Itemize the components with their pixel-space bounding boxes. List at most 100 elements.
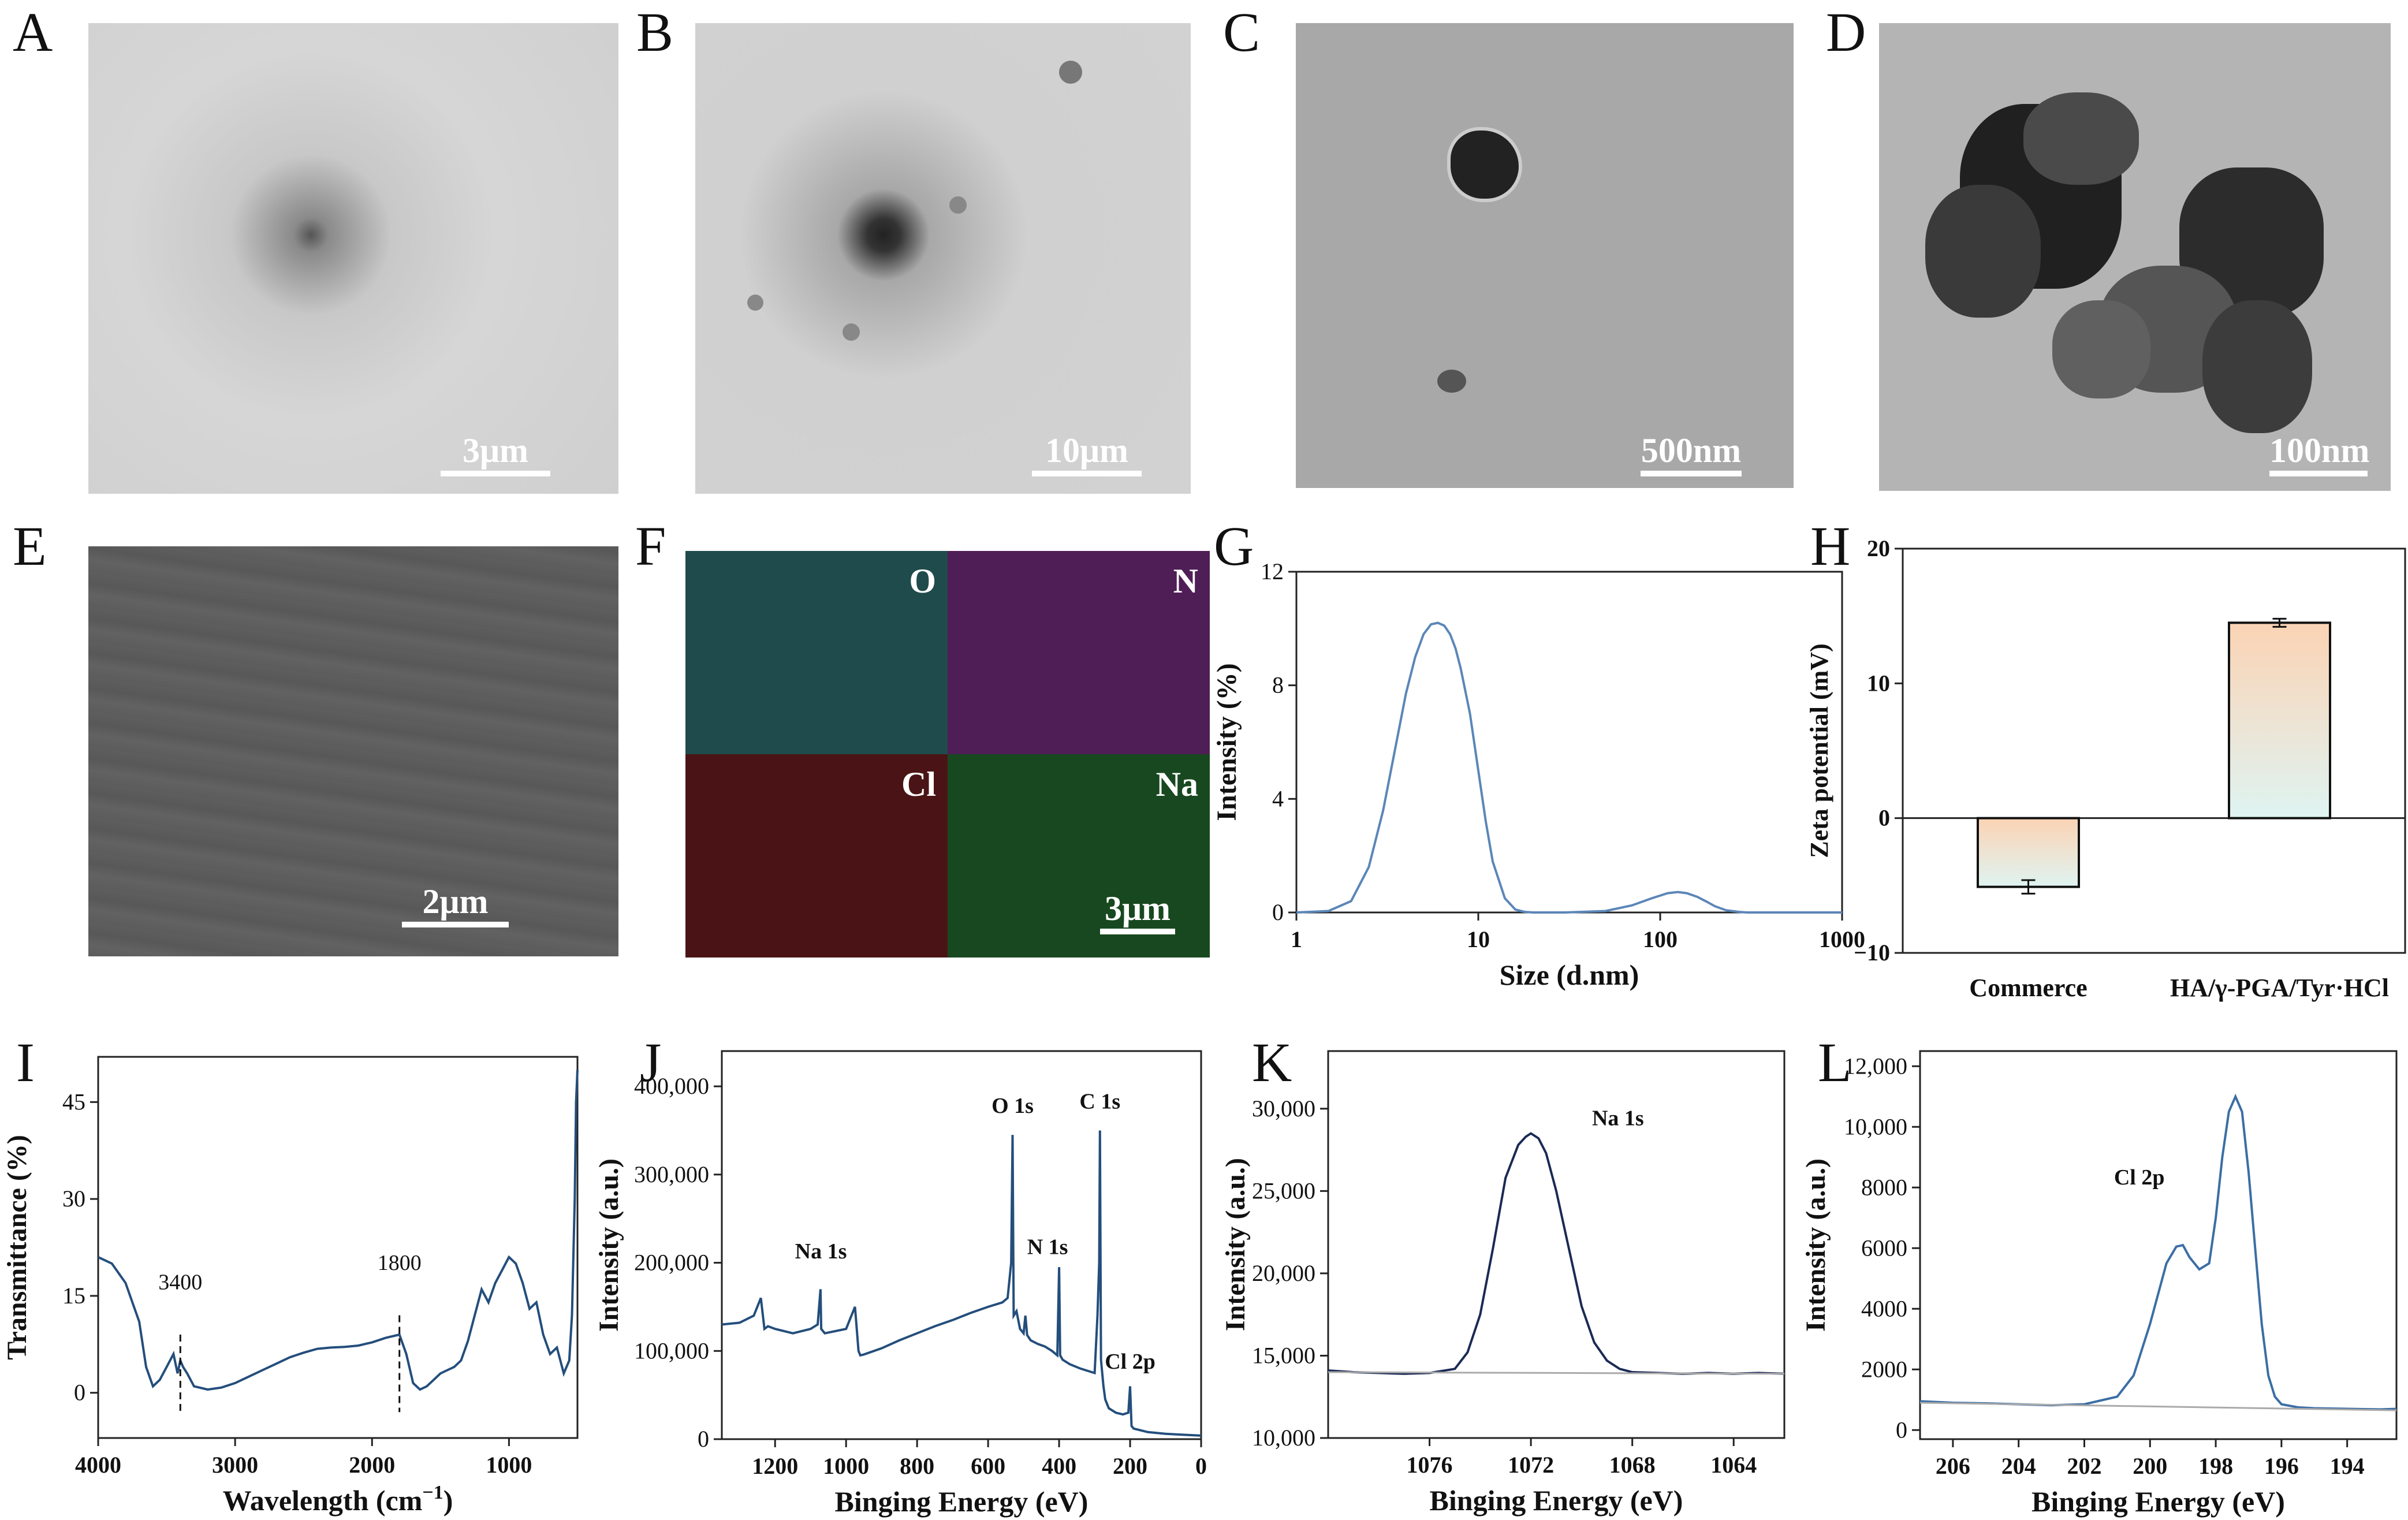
tem-image-D: 100nm (1879, 23, 2391, 491)
sem-image-E: 2μm (88, 546, 618, 956)
x-tick-label: 1072 (1508, 1452, 1554, 1478)
panel-label-B: B (636, 1, 674, 63)
panel-label-H: H (1810, 515, 1851, 577)
bar-2 (2228, 621, 2331, 819)
panel-label-I: I (16, 1031, 35, 1093)
scale-label-B: 10μm (1045, 431, 1128, 470)
peak-annotation: 3400 (158, 1271, 202, 1295)
y-tick-label: 20,000 (1252, 1260, 1315, 1286)
panel-label-C: C (1223, 1, 1261, 63)
y-tick-label: 0 (74, 1380, 85, 1406)
y-axis-title: Intensity (a.u.) (1801, 1158, 1831, 1332)
x-tick-label: 206 (1936, 1453, 1970, 1479)
series-line-1 (1919, 1093, 2397, 1411)
y-tick-label: 30 (62, 1186, 85, 1212)
panel-label-K: K (1252, 1031, 1292, 1093)
peak-annotation: C 1s (1079, 1089, 1120, 1113)
y-tick-label: 6000 (1861, 1235, 1907, 1261)
x-tick-label: 1064 (1710, 1452, 1757, 1478)
tem-image-B: 10μm (695, 23, 1191, 494)
series-line-1 (721, 1130, 1202, 1437)
y-axis-title: Intensity (a.u.) (1220, 1158, 1251, 1331)
y-tick-label: 10,000 (1252, 1425, 1315, 1451)
series-line-1 (1296, 621, 1842, 914)
y-tick-label: 15 (62, 1283, 85, 1309)
panel-label-L: L (1818, 1031, 1852, 1093)
y-tick-label: 100,000 (634, 1338, 709, 1363)
chart-H: −10 0 10 20 Commerce HA/γ-PGA/Tyr·HCl Zeta pot… (1805, 535, 2406, 1002)
x-tick-label: 100 (1643, 926, 1678, 952)
x-axis-title: Binging Energy (eV) (1430, 1484, 1683, 1517)
scale-bar-E (402, 922, 509, 927)
panel-label-D: D (1826, 1, 1866, 63)
peak-annotation: Cl 2p (2114, 1165, 2165, 1190)
x-tick-label: 1000 (823, 1453, 869, 1479)
x-axis-title: Wavelength (cm−1) (223, 1482, 453, 1517)
scale-label-A: 3μm (463, 431, 528, 470)
plot-frame (97, 1056, 579, 1439)
series-line-1 (1328, 1132, 1785, 1375)
series-line-2 (1919, 1402, 2397, 1411)
plot-frame (1919, 1050, 2398, 1440)
x-tick-label: 194 (2330, 1453, 2365, 1479)
x-tick-label: 1068 (1609, 1452, 1656, 1478)
y-tick-label: 10 (1867, 670, 1890, 696)
scale-label-C: 500nm (1641, 431, 1742, 470)
plot-frame (1902, 547, 2406, 954)
chart-G: 1 10 100 1000 0 4 8 12 Size (d.nm) Intensity (%) (1212, 558, 1865, 991)
peak-annotation: Na 1s (1592, 1106, 1644, 1130)
peak-annotation: N 1s (1027, 1235, 1068, 1259)
bar-1 (1977, 817, 2080, 888)
y-axis-title: Transmittance (%) (2, 1135, 32, 1360)
x-tick-label: 1 (1291, 926, 1302, 952)
series-line-1 (98, 1070, 579, 1391)
x-tick-label: 1000 (1819, 926, 1865, 952)
tem-image-A: 3μm (88, 23, 618, 494)
y-tick-label: 12 (1261, 558, 1284, 584)
chart-L: 206 204 202 200 198 196 194 0 2000 4000 6000 8000 10… (1801, 1050, 2398, 1518)
y-tick-label: 4000 (1861, 1295, 1907, 1321)
panel-label-E: E (13, 515, 47, 577)
panel-label-G: G (1214, 515, 1254, 577)
eds-label-N: N (1173, 562, 1198, 600)
scale-bar-A (441, 471, 550, 476)
scale-bar-F (1100, 929, 1175, 934)
y-tick-label: 25,000 (1252, 1178, 1315, 1204)
y-tick-label: 0 (1272, 899, 1284, 925)
x-tick-label: 196 (2264, 1453, 2299, 1479)
y-axis-title: Intensity (%) (1212, 663, 1242, 821)
y-tick-label: 45 (62, 1089, 85, 1115)
x-tick-label: 200 (1113, 1453, 1147, 1479)
y-tick-label: 15,000 (1252, 1342, 1315, 1368)
chart-J: 1200 1000 800 600 400 200 0 0 100,000 200,000 300,… (594, 1050, 1207, 1518)
y-tick-label: 4 (1272, 785, 1284, 811)
y-axis-title: Intensity (a.u.) (594, 1158, 624, 1332)
scale-label-D: 100nm (2269, 431, 2370, 470)
x-axis-title-sup: −1 (422, 1482, 443, 1503)
y-axis-title: Zeta potential (mV) (1805, 643, 1833, 858)
x-axis-title-end: ) (443, 1484, 453, 1517)
x-tick-label: 600 (971, 1453, 1005, 1479)
scale-bar-C (1641, 471, 1742, 476)
peak-annotation: Na 1s (795, 1239, 847, 1264)
x-tick-label: 198 (2198, 1453, 2233, 1479)
scale-label-E: 2μm (422, 882, 489, 921)
eds-label-O: O (909, 562, 936, 600)
x-axis-title: Binging Energy (eV) (835, 1485, 1089, 1518)
x-tick-label: 800 (900, 1453, 934, 1479)
category-label: Commerce (1969, 974, 2087, 1002)
x-axis-title: Binging Energy (eV) (2031, 1485, 2285, 1518)
peak-annotation: O 1s (991, 1094, 1034, 1118)
x-tick-label: 1000 (486, 1452, 532, 1478)
panel-label-F: F (635, 515, 666, 577)
y-tick-label: 400,000 (634, 1073, 709, 1099)
y-tick-label: 8000 (1861, 1174, 1907, 1200)
x-tick-label: 400 (1042, 1453, 1076, 1479)
y-tick-label: 0 (1878, 805, 1890, 831)
category-label: HA/γ-PGA/Tyr·HCl (2170, 974, 2389, 1002)
x-tick-label: 1200 (752, 1453, 798, 1479)
x-tick-label: 200 (2133, 1453, 2167, 1479)
panel-label-J: J (640, 1031, 662, 1093)
y-tick-label: −10 (1854, 940, 1890, 966)
series-line-2 (1328, 1371, 1785, 1375)
